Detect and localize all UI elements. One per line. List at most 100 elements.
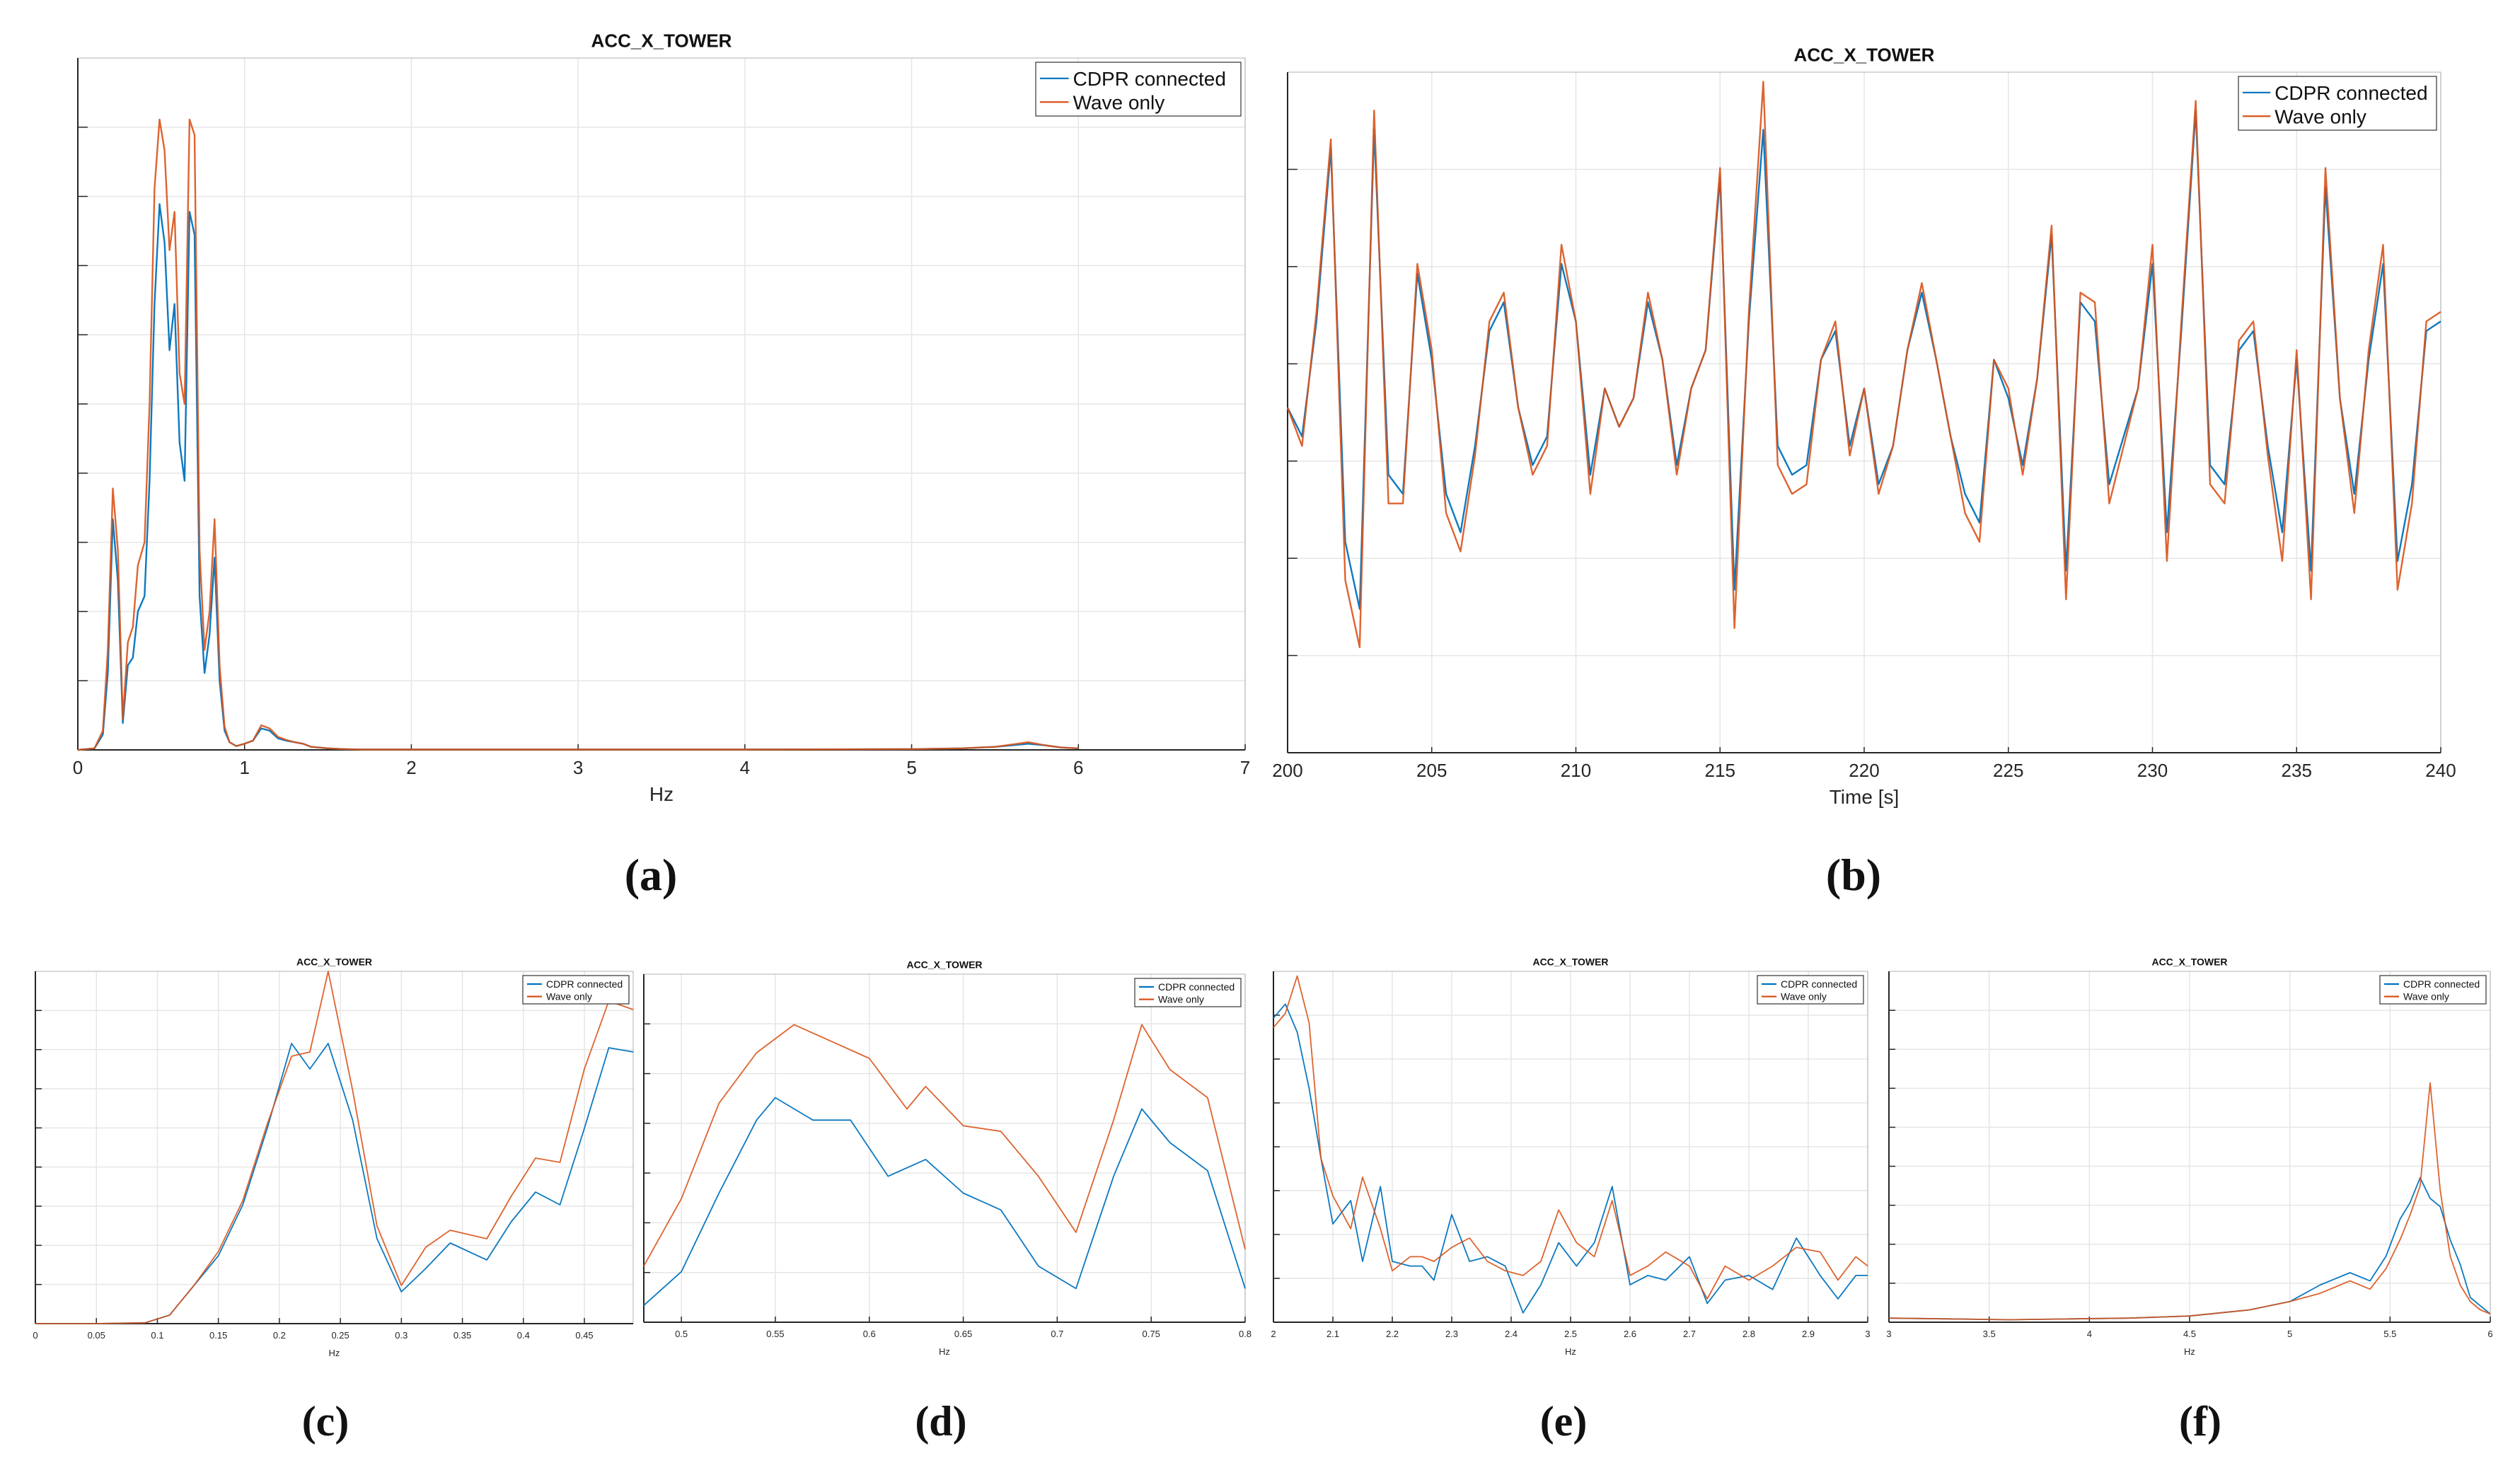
- x-tick-label: 2: [1271, 1329, 1276, 1339]
- legend-box: [1757, 975, 1864, 1005]
- panel-label-b: (b): [1825, 850, 1882, 900]
- chart-panel-a: 0 1 2 3 4 5 6 7 Hz ACC_X_TOWER CDPR connected Wave …: [0, 28, 1266, 842]
- chart-title: ACC_X_TOWER: [2151, 956, 2227, 968]
- x-tick-label: 1: [239, 757, 249, 778]
- x-tick-label: 220: [1849, 760, 1879, 781]
- legend-label-wave-only: Wave only: [1158, 994, 1204, 1005]
- legend-label-wave-only: Wave only: [1781, 991, 1827, 1002]
- series-line-wave-only: [643, 1024, 1246, 1267]
- x-tick-label: 5: [2287, 1329, 2292, 1339]
- x-tick-label: 0.75: [1143, 1329, 1160, 1339]
- chart-title: ACC_X_TOWER: [906, 959, 982, 971]
- legend-label-cdpr-connected: CDPR connected: [1073, 68, 1226, 90]
- legend-label-wave-only: Wave only: [546, 991, 592, 1002]
- x-tick-label: 3: [573, 757, 583, 778]
- x-tick-label: 7: [1240, 757, 1250, 778]
- series-line-wave-only: [35, 971, 634, 1324]
- x-tick-label: 0: [33, 1330, 37, 1341]
- panel-label-e: (e): [1539, 1398, 1588, 1445]
- series-line-wave-only: [1888, 1082, 2491, 1321]
- x-tick-label: 2.3: [1445, 1329, 1458, 1339]
- legend-label-wave-only: Wave only: [1073, 91, 1165, 113]
- x-axis-label: Hz: [939, 1346, 950, 1357]
- x-axis-label: Hz: [649, 783, 674, 805]
- x-tick-label: 225: [1993, 760, 2023, 781]
- legend-box: [2379, 975, 2487, 1005]
- chart-svg-a: 0 1 2 3 4 5 6 7 Hz ACC_X_TOWER CDPR connectedWave …: [73, 30, 1250, 805]
- legend-label-cdpr-connected: CDPR connected: [2403, 978, 2480, 990]
- x-tick-label: 5.5: [2383, 1329, 2396, 1339]
- x-tick-label: 235: [2282, 760, 2312, 781]
- x-axis-label: Hz: [329, 1348, 340, 1358]
- x-tick-label: 2.9: [1802, 1329, 1815, 1339]
- x-tick-label: 0.2: [273, 1330, 286, 1341]
- x-tick-label: 0.8: [1239, 1329, 1252, 1339]
- x-tick-label: 205: [1416, 760, 1447, 781]
- panel-label-f: (f): [2179, 1398, 2221, 1445]
- x-tick-label: 230: [2137, 760, 2168, 781]
- x-tick-label: 3: [1865, 1329, 1870, 1339]
- x-axis-label: Time [s]: [1830, 786, 1900, 808]
- chart-title: ACC_X_TOWER: [1532, 956, 1608, 968]
- x-tick-label: 210: [1561, 760, 1591, 781]
- chart-panel-d: 0.5 0.55 0.6 0.65 0.7 0.75 0.8 Hz ACC_X_TOWER CDP…: [637, 952, 1259, 1369]
- legend-label-cdpr-connected: CDPR connected: [1781, 978, 1857, 990]
- x-tick-label: 0.4: [517, 1330, 530, 1341]
- x-tick-label: 0.05: [88, 1330, 105, 1341]
- chart-panel-f: 3 3.5 4 4.5 5 5.5 6 Hz ACC_X_TOWER CDPR connected…: [1882, 952, 2519, 1369]
- chart-panel-b: 200 205 210 215 220 225 230 235 240 Time [s] ACC_X…: [1266, 35, 2520, 842]
- chart-svg-e: 2 2.1 2.2 2.3 2.4 2.5 2.6 2.7 2.8 2.9 3 Hz ACC_X_TOW…: [1271, 956, 1870, 1357]
- x-tick-label: 2.5: [1564, 1329, 1577, 1339]
- chart-title: ACC_X_TOWER: [591, 30, 732, 51]
- x-tick-label: 2.4: [1505, 1329, 1518, 1339]
- series-line-wave-only: [77, 118, 1079, 751]
- x-tick-label: 240: [2425, 760, 2456, 781]
- x-tick-label: 2.1: [1327, 1329, 1339, 1339]
- chart-svg-c: 0 0.05 0.1 0.15 0.2 0.25 0.3 0.35 0.4 0.45 Hz ACC_X…: [33, 956, 634, 1358]
- x-tick-label: 0.55: [766, 1329, 784, 1339]
- panel-label-c: (c): [301, 1398, 349, 1445]
- legend-label-cdpr-connected: CDPR connected: [546, 978, 623, 990]
- legend-box: [2238, 76, 2437, 131]
- x-tick-label: 2.8: [1742, 1329, 1755, 1339]
- chart-svg-b: 200 205 210 215 220 225 230 235 240 Time [s] ACC_X…: [1272, 44, 2456, 808]
- legend-box: [522, 975, 630, 1005]
- chart-panel-e: 2 2.1 2.2 2.3 2.4 2.5 2.6 2.7 2.8 2.9 3 Hz ACC_X_TOW…: [1259, 952, 1882, 1369]
- chart-svg-f: 3 3.5 4 4.5 5 5.5 6 Hz ACC_X_TOWER CDPR connected…: [1886, 956, 2492, 1357]
- plot-area: [35, 971, 633, 1324]
- chart-title: ACC_X_TOWER: [296, 956, 372, 968]
- panel-label-a: (a): [624, 850, 678, 900]
- x-tick-label: 3: [1886, 1329, 1891, 1339]
- chart-title: ACC_X_TOWER: [1794, 44, 1935, 65]
- series-line-wave-only: [1273, 975, 1868, 1300]
- series-line-cdpr-connected: [643, 1097, 1246, 1306]
- x-tick-label: 0: [73, 757, 83, 778]
- series-line-wave-only: [1286, 81, 2441, 649]
- x-tick-label: 0.25: [331, 1330, 349, 1341]
- x-tick-label: 0.1: [151, 1330, 163, 1341]
- x-axis-label: Hz: [1565, 1346, 1576, 1357]
- x-tick-label: 4: [740, 757, 750, 778]
- x-tick-label: 0.5: [675, 1329, 688, 1339]
- x-tick-label: 200: [1272, 760, 1302, 781]
- legend-box: [1134, 978, 1242, 1007]
- x-tick-label: 0.65: [954, 1329, 972, 1339]
- x-axis-label: Hz: [2184, 1346, 2195, 1357]
- x-tick-label: 2.2: [1386, 1329, 1399, 1339]
- x-tick-label: 0.3: [395, 1330, 408, 1341]
- x-tick-label: 2.7: [1683, 1329, 1696, 1339]
- x-tick-label: 4.5: [2183, 1329, 2196, 1339]
- x-tick-label: 0.7: [1051, 1329, 1063, 1339]
- x-tick-label: 3.5: [1983, 1329, 1996, 1339]
- x-tick-label: 0.45: [575, 1330, 593, 1341]
- chart-svg-d: 0.5 0.55 0.6 0.65 0.7 0.75 0.8 Hz ACC_X_TOWER CDP…: [643, 959, 1252, 1357]
- x-tick-label: 6: [1073, 757, 1083, 778]
- legend-label-wave-only: Wave only: [2275, 105, 2366, 127]
- x-tick-label: 6: [2487, 1329, 2492, 1339]
- x-tick-label: 0.6: [863, 1329, 876, 1339]
